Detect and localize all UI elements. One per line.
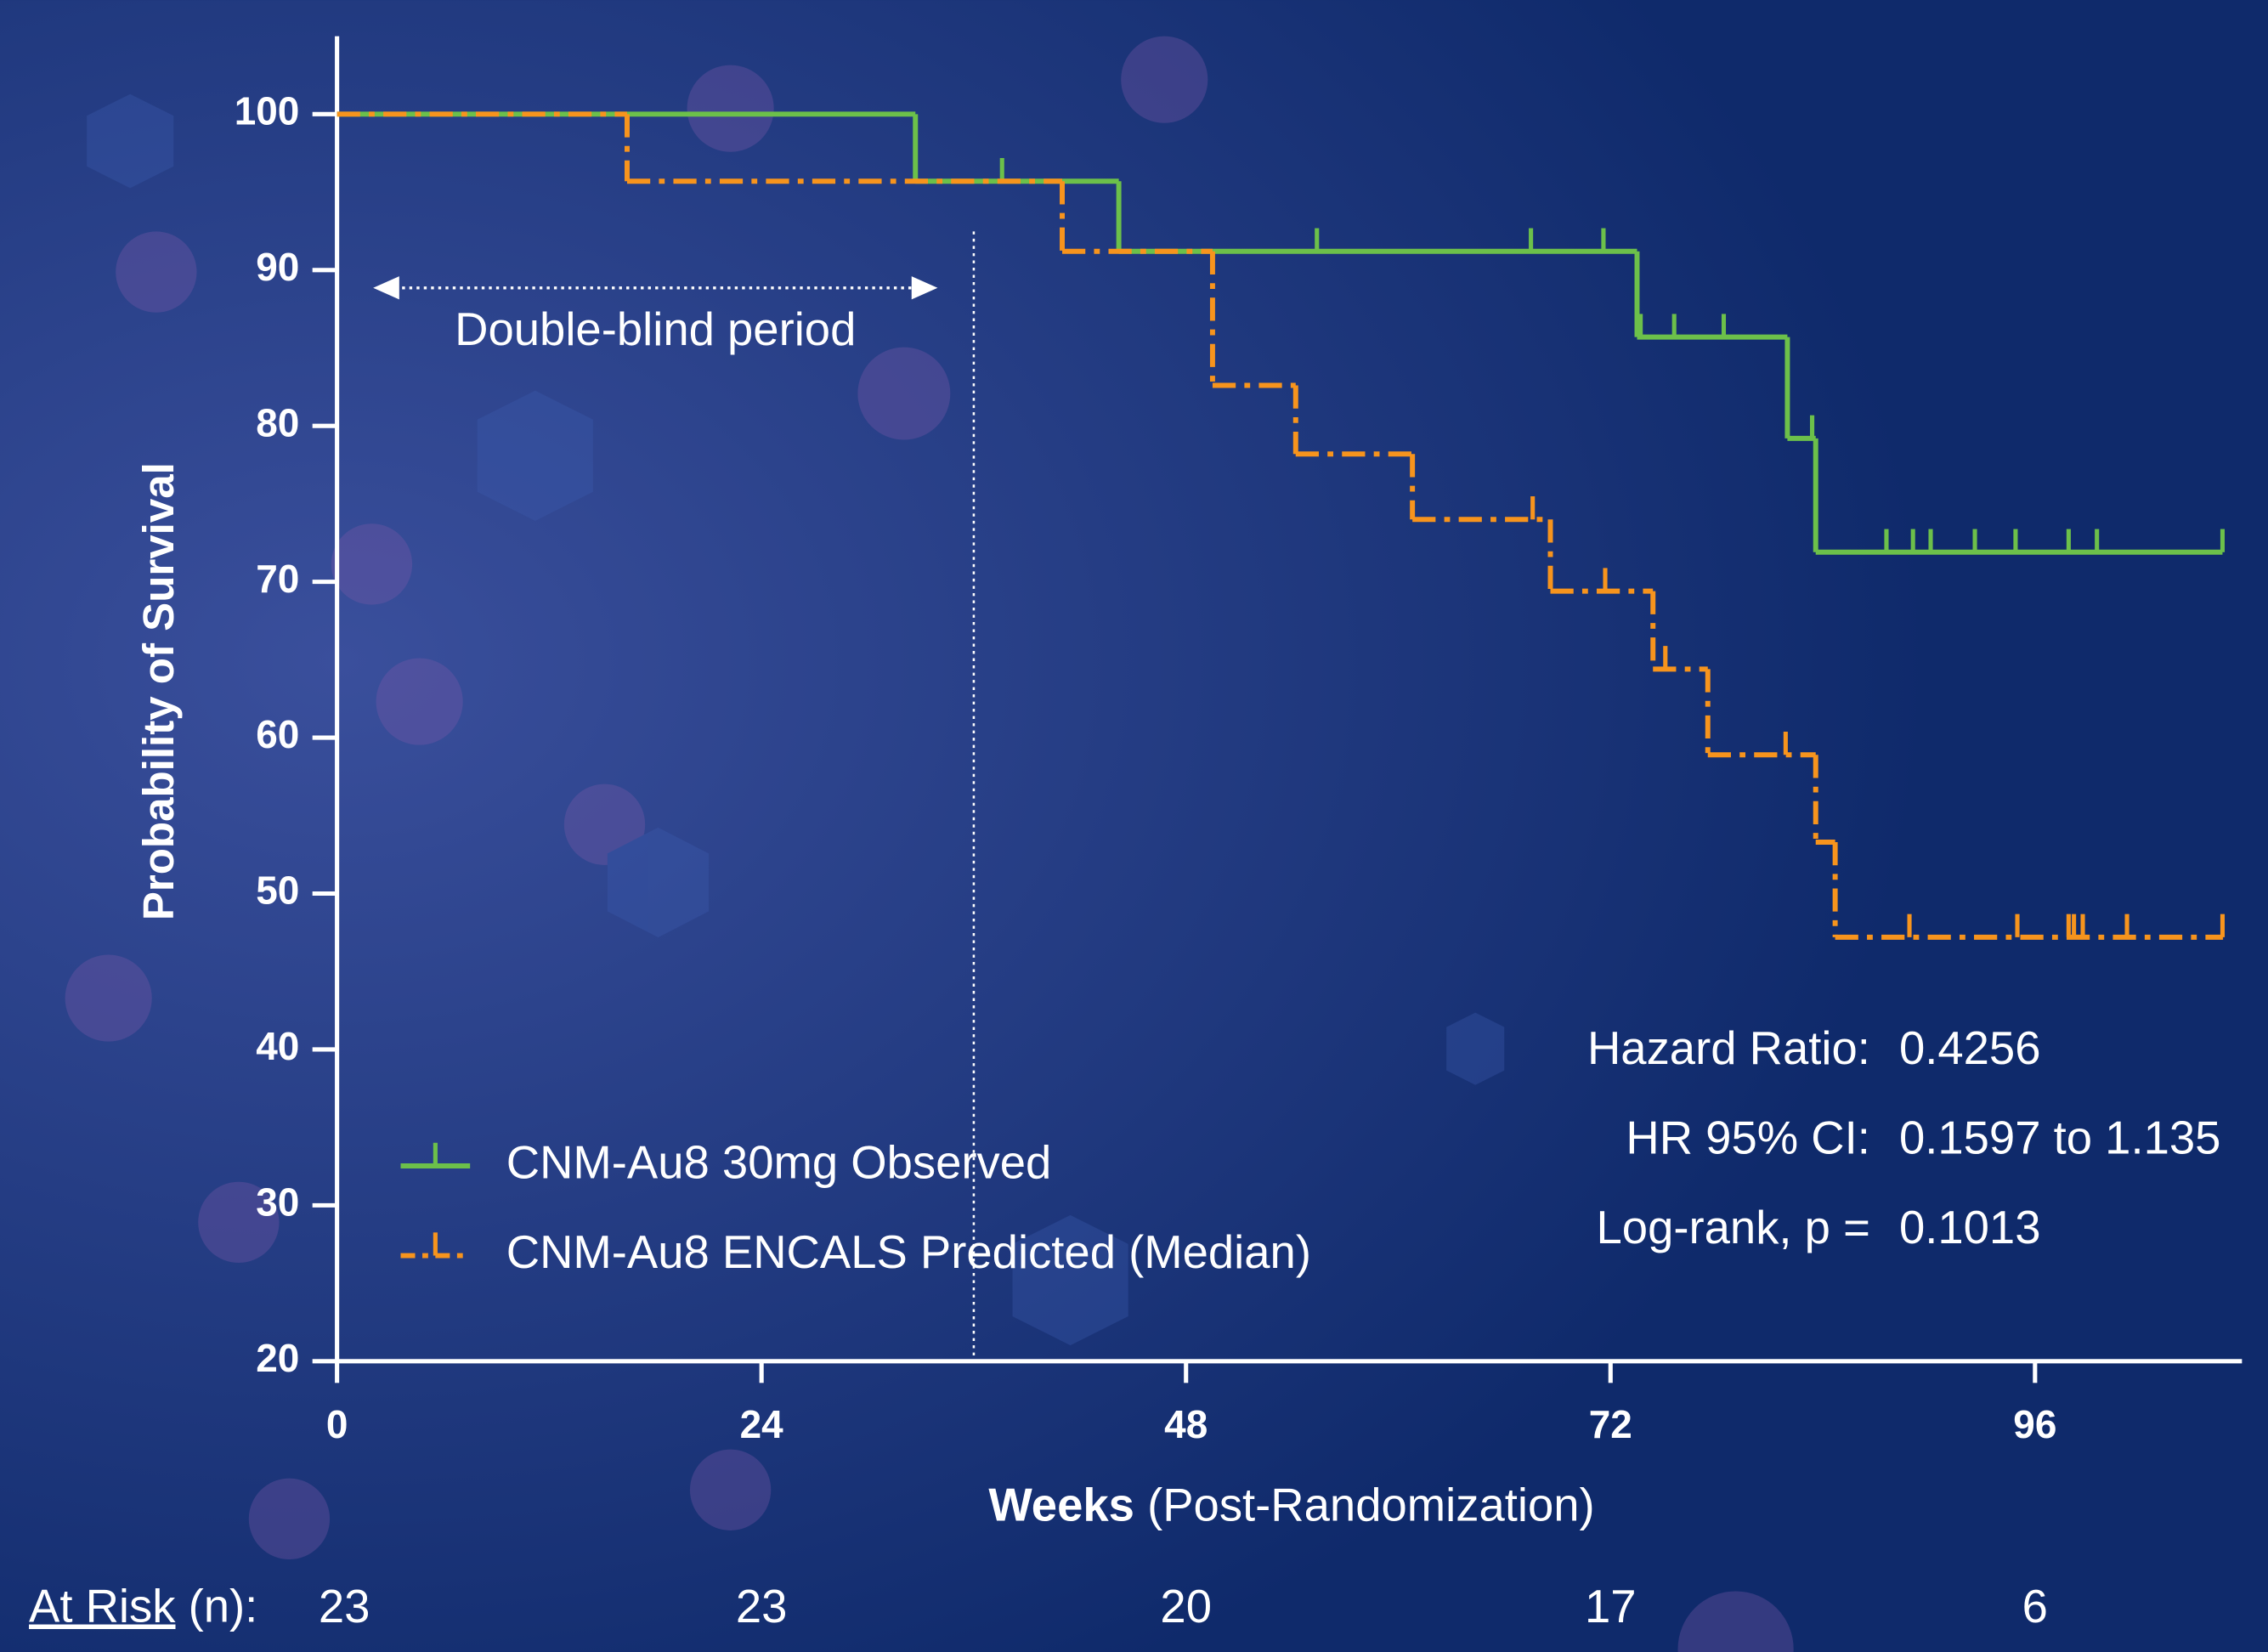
- x-axis-title-rest: (Post-Randomization): [1147, 1479, 1595, 1531]
- y-tick-label: 60: [256, 712, 299, 756]
- y-tick-label: 90: [256, 245, 299, 289]
- x-axis-title-bold: Weeks: [988, 1479, 1134, 1531]
- y-tick-label: 70: [256, 557, 299, 601]
- at-risk-value: 23: [319, 1581, 370, 1632]
- legend-label: CNM-Au8 30mg Observed: [506, 1136, 1052, 1188]
- y-tick-label: 50: [256, 868, 299, 913]
- km-curve: [337, 111, 2226, 940]
- y-tick-label: 40: [256, 1024, 299, 1068]
- at-risk-value: 17: [1585, 1581, 1637, 1632]
- at-risk-value: 6: [2022, 1581, 2048, 1632]
- decor: [65, 36, 1794, 1652]
- stat-label: Hazard Ratio:: [1587, 1022, 1870, 1074]
- at-risk-unit: (n):: [189, 1581, 258, 1632]
- stat-label: Log-rank, p =: [1597, 1202, 1870, 1253]
- arrow-head: [373, 276, 399, 300]
- x-axis-title: Weeks (Post-Randomization): [988, 1479, 1594, 1531]
- x-tick-label: 72: [1589, 1402, 1632, 1446]
- at-risk-heading: At Risk (n):: [29, 1581, 257, 1632]
- stat-value: 0.4256: [1899, 1022, 2041, 1074]
- arrow-head: [911, 276, 938, 300]
- stat-value: 0.1013: [1899, 1202, 2041, 1253]
- y-tick-label: 20: [256, 1336, 299, 1380]
- y-tick-label: 30: [256, 1180, 299, 1225]
- y-tick-label: 100: [235, 88, 300, 133]
- legend-item: CNM-Au8 ENCALS Predicted (Median): [400, 1226, 1311, 1278]
- legend-label: CNM-Au8 ENCALS Predicted (Median): [506, 1226, 1311, 1278]
- legend-item: CNM-Au8 30mg Observed: [400, 1136, 1052, 1188]
- x-tick-label: 0: [326, 1402, 348, 1446]
- stat-label: HR 95% CI:: [1626, 1112, 1869, 1163]
- annotation: Double-blind period: [455, 303, 856, 355]
- x-tick-label: 24: [740, 1402, 784, 1446]
- stat-value: 0.1597 to 1.135: [1899, 1112, 2221, 1163]
- x-tick-label: 96: [2013, 1402, 2056, 1446]
- at-risk-value: 20: [1160, 1581, 1212, 1632]
- y-tick-label: 80: [256, 400, 299, 444]
- x-tick-label: 48: [1164, 1402, 1208, 1446]
- at-risk-label: At Risk: [29, 1581, 176, 1632]
- y-axis-title: Probability of Survival: [134, 462, 183, 920]
- at-risk-value: 23: [736, 1581, 788, 1632]
